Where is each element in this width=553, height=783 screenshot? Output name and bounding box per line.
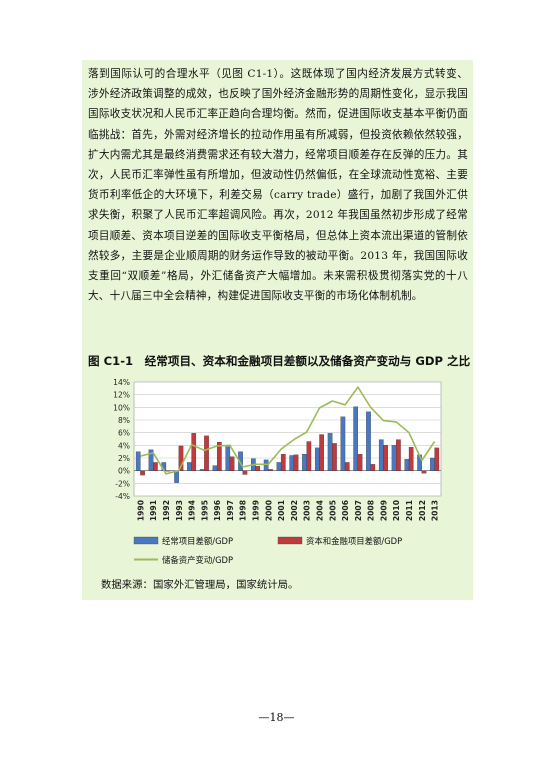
x-tick-label: 1999 [252,500,261,521]
bar-current-account [430,457,435,471]
bar-current-account [327,433,333,471]
y-tick-label: 10% [113,403,130,412]
x-tick-label: 1994 [188,500,197,521]
bar-current-account [391,445,397,471]
bar-current-account [378,439,384,471]
y-tick-label: 4% [118,441,130,450]
plot-area [133,381,442,497]
x-tick-label: 2009 [379,500,388,521]
x-tick-label: 1998 [239,500,248,521]
y-tick-label: 12% [113,391,130,400]
y-tick-label: 0% [118,467,130,476]
bar-capital-financial [357,454,363,471]
bar-capital-financial [319,434,324,471]
y-tick-label: -4% [115,492,130,501]
legend-swatch-capital-financial [277,536,303,545]
x-tick-label: 2008 [367,500,376,521]
bar-capital-financial [255,466,261,471]
bar-capital-financial [204,435,209,471]
figure-background-panel [82,60,473,600]
x-tick-label: 2002 [290,500,299,521]
bar-capital-financial [408,447,414,471]
bar-capital-financial [370,464,376,471]
legend-label-reserve-assets: 储备资产变动/GDP [162,555,233,565]
page-number: —18— [258,711,295,724]
bar-current-account [212,465,218,471]
bar-current-account [404,459,410,471]
x-tick-label: 2010 [392,500,401,521]
bar-current-account [289,455,295,471]
x-tick-label: 2006 [341,500,350,521]
bar-capital-financial [306,441,312,471]
x-tick-label: 1991 [149,500,158,521]
chart-area: -4% -2% 0% 2% 4% 6% 8% 10% 12% 14% 1990 1991 1992 199… [96,372,456,587]
y-tick-label: 2% [118,454,130,463]
x-tick-label: 2001 [277,500,286,521]
bar-current-account [187,462,192,471]
x-tick-label: 2000 [264,500,273,521]
bar-capital-financial [153,462,158,471]
source-note: 数据来源：国家外汇管理局，国家统计局。 [101,579,299,591]
y-tick-label: -2% [115,479,130,488]
x-tick-label: 1990 [136,500,145,521]
y-tick-label: 6% [118,429,130,438]
bar-capital-financial [216,442,222,471]
bar-current-account [148,449,154,471]
bar-current-account [353,406,359,471]
bar-current-account [225,446,231,471]
bar-capital-financial [191,433,197,471]
x-tick-label: 2012 [418,500,427,521]
x-tick-label: 2013 [431,500,440,521]
legend-swatch-current-account [133,536,159,545]
x-tick-label: 2007 [354,500,363,521]
x-tick-label: 2011 [405,500,414,521]
bar-current-account [366,411,371,471]
bar-current-account [174,470,179,483]
bar-capital-financial [293,454,299,471]
bar-capital-financial [229,456,235,471]
bar-capital-financial [434,447,440,471]
y-tick-label: 8% [118,416,130,425]
bar-capital-financial [421,470,427,474]
x-tick-label: 1995 [200,500,209,521]
bar-current-account [340,416,346,471]
x-tick-label: 2003 [303,500,312,521]
bar-capital-financial [344,462,350,471]
x-tick-label: 2005 [328,500,337,521]
bar-capital-financial [242,470,248,475]
bar-current-account [314,447,320,471]
bar-current-account [199,469,205,471]
x-tick-label: 1992 [162,500,171,521]
x-tick-label: 2004 [315,500,324,521]
bar-current-account [135,451,141,471]
bar-capital-financial [165,470,171,472]
bar-capital-financial [140,470,145,476]
bar-capital-financial [396,439,401,471]
bar-current-account [276,462,282,471]
y-tick-label: 14% [113,378,130,387]
body-paragraph: 落到国际认可的合理水平（见图 C1-1）。这既体现了国内经济发展方式转变、涉外经… [88,68,468,303]
bar-capital-financial [280,454,286,471]
x-tick-label: 1993 [175,500,184,521]
x-tick-label: 1997 [226,500,235,521]
bar-capital-financial [268,469,273,471]
chart-svg: -4% -2% 0% 2% 4% 6% 8% 10% 12% 14% 1990 1991 1992 199… [113,378,442,565]
bar-current-account [302,454,307,471]
bar-capital-financial [332,443,337,471]
legend-label-current-account: 经常项目差额/GDP [162,536,233,546]
bar-capital-financial [383,445,388,471]
bar-capital-financial [178,445,184,471]
bar-current-account [263,459,269,471]
x-tick-label: 1996 [213,500,222,521]
line-reserve-assets [140,386,436,475]
figure-title: 图 C1-1 经常项目、资本和金融项目差额以及储备资产变动与 GDP 之比 [88,354,471,368]
legend-label-capital-financial: 资本和金融项目差额/GDP [306,536,402,546]
